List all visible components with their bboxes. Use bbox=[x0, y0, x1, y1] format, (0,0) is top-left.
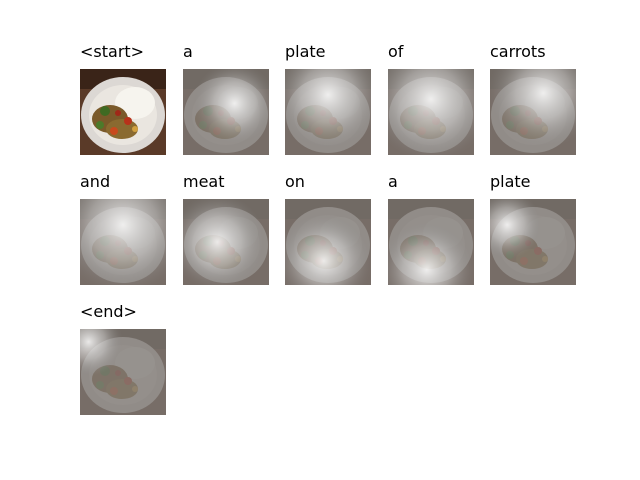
attention-image bbox=[183, 199, 269, 285]
token-label: a bbox=[183, 42, 193, 61]
attention-image bbox=[388, 69, 474, 155]
token-label: of bbox=[388, 42, 404, 61]
token-label: carrots bbox=[490, 42, 546, 61]
token-label: meat bbox=[183, 172, 225, 191]
attention-image bbox=[80, 199, 166, 285]
attention-image bbox=[285, 69, 371, 155]
token-label: plate bbox=[490, 172, 531, 191]
attention-image bbox=[183, 69, 269, 155]
attention-image bbox=[80, 329, 166, 415]
attention-image bbox=[490, 199, 576, 285]
attention-image bbox=[388, 199, 474, 285]
attention-image bbox=[80, 69, 166, 155]
attention-image bbox=[285, 199, 371, 285]
attention-image bbox=[490, 69, 576, 155]
token-label: on bbox=[285, 172, 305, 191]
token-label: <end> bbox=[80, 302, 137, 321]
token-label: a bbox=[388, 172, 398, 191]
token-label: and bbox=[80, 172, 110, 191]
token-label: <start> bbox=[80, 42, 144, 61]
token-label: plate bbox=[285, 42, 326, 61]
